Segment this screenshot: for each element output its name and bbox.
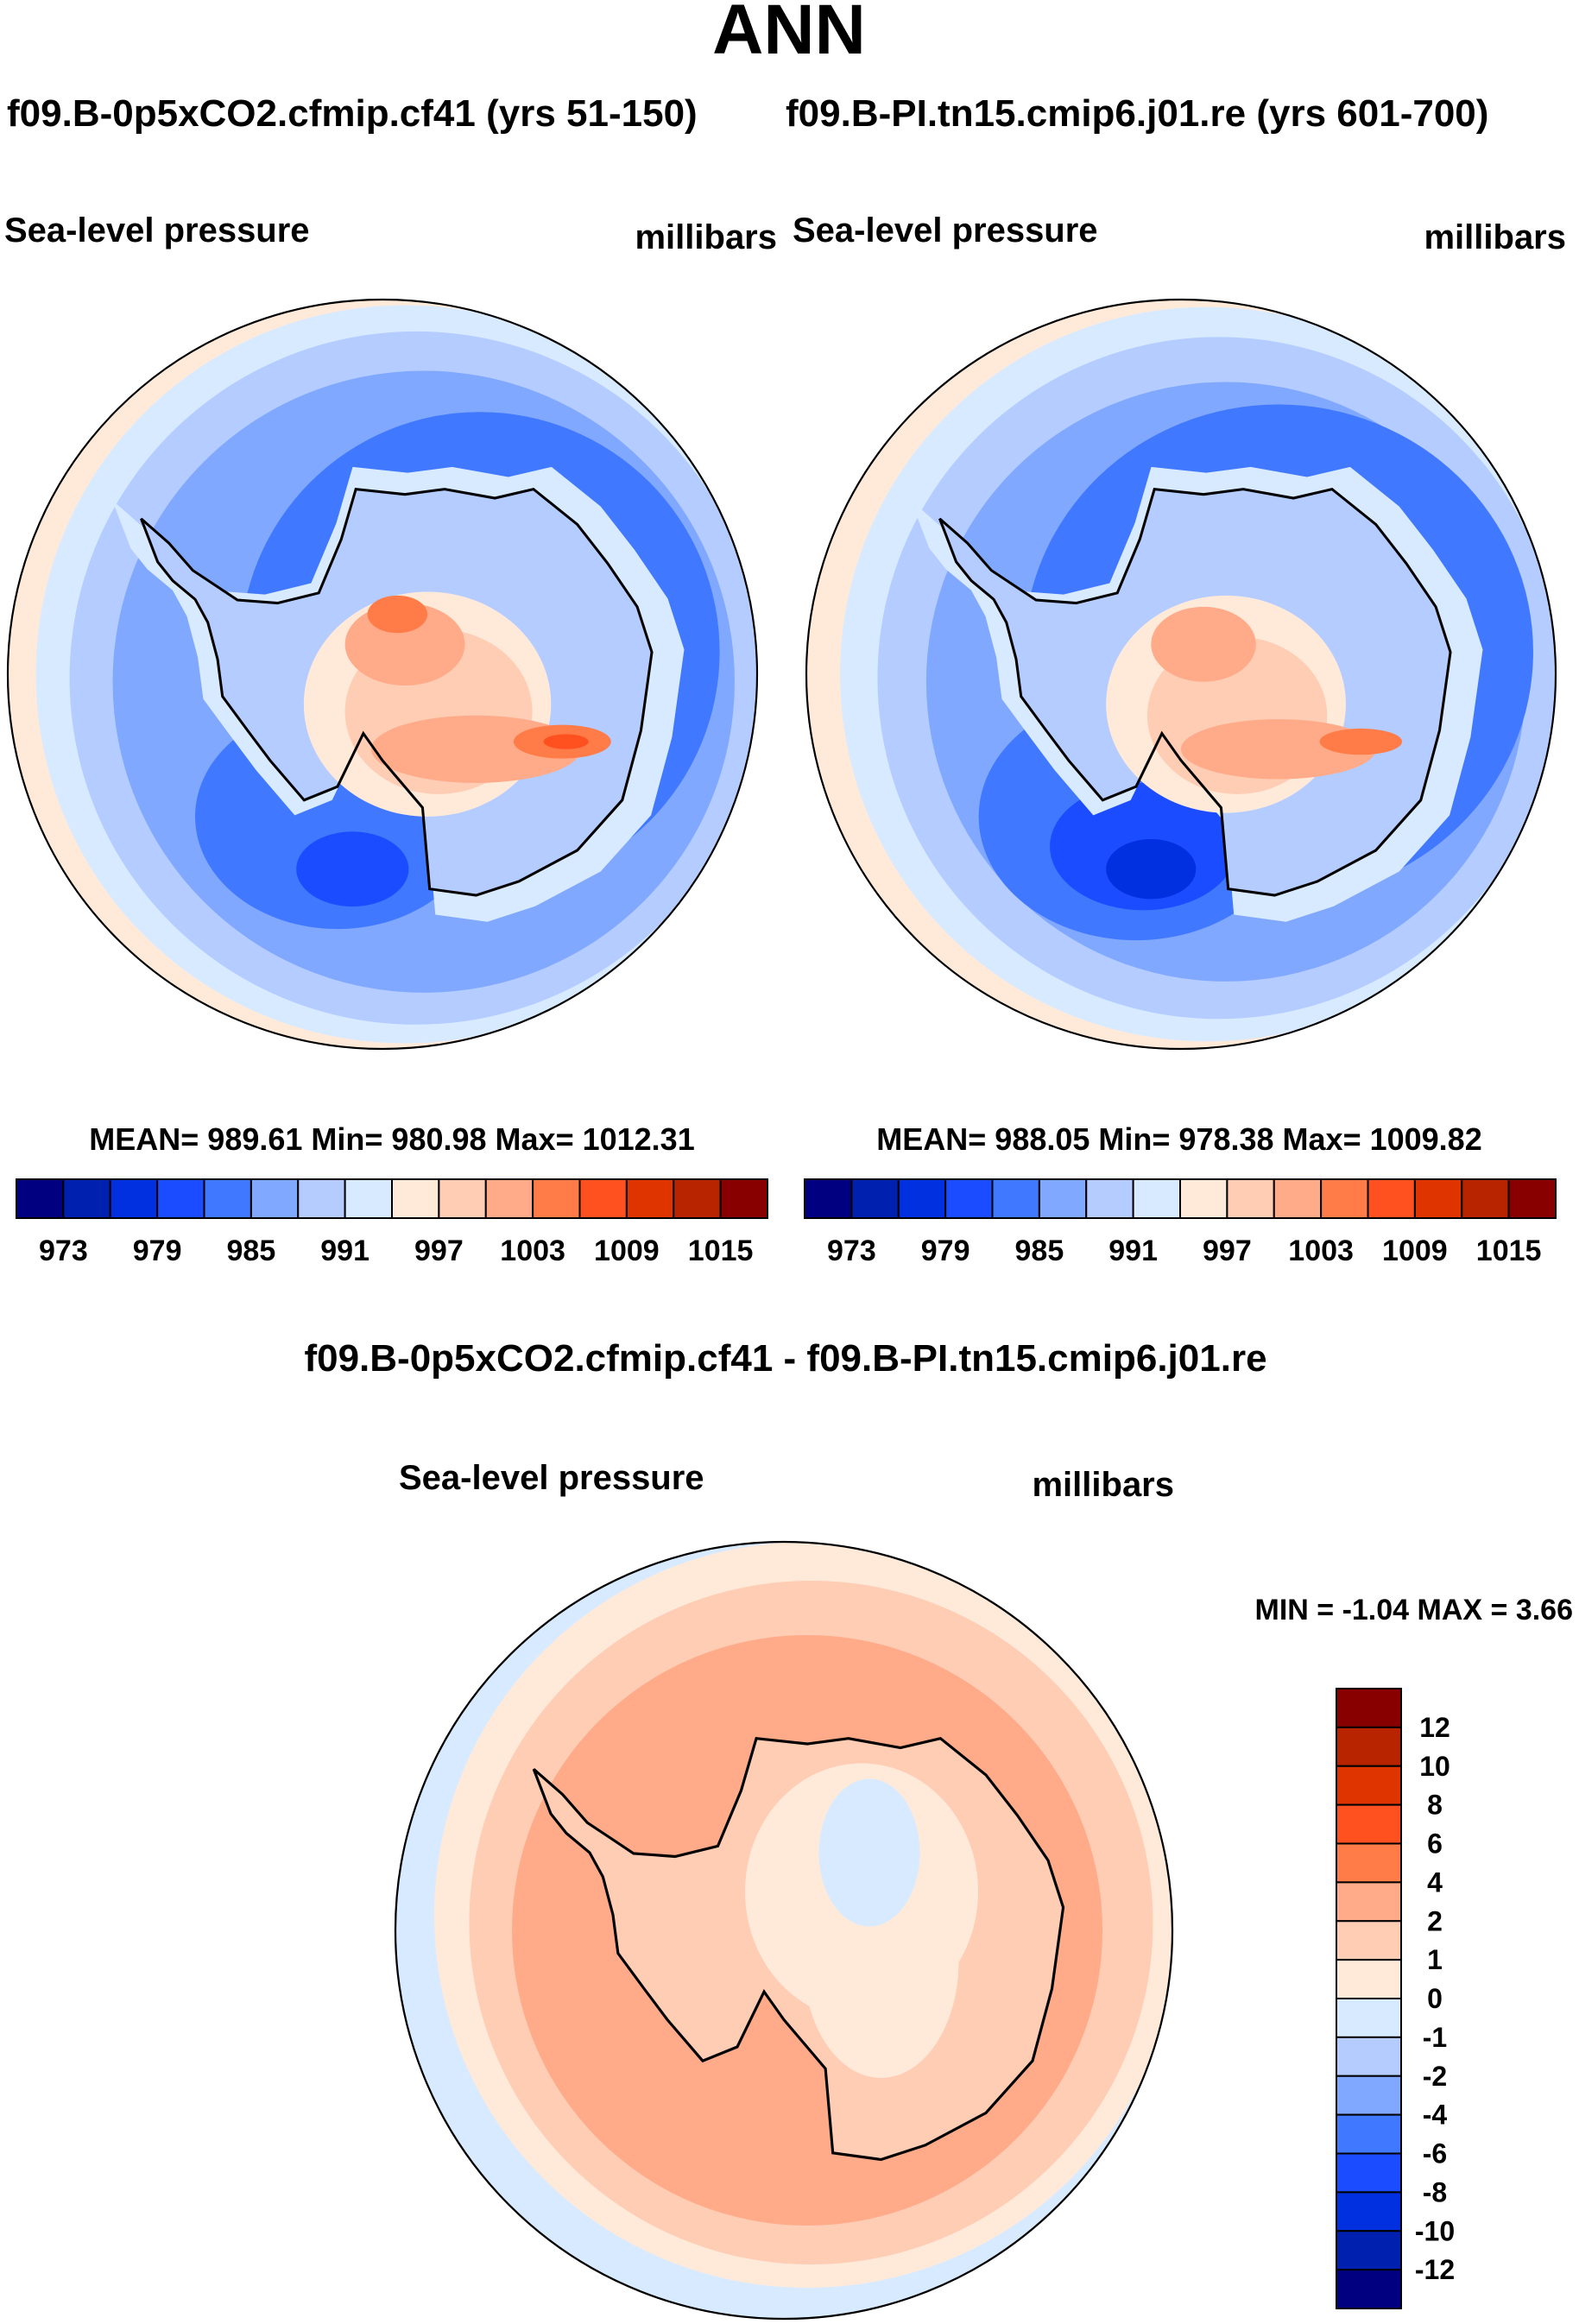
colorbar-box bbox=[391, 1178, 440, 1219]
colorbar-box bbox=[438, 1178, 487, 1219]
colorbar-box bbox=[16, 1178, 65, 1219]
colorbar-tick-label: 979 bbox=[921, 1235, 970, 1267]
colorbar-box bbox=[1367, 1178, 1416, 1219]
right-variable-label: Sea-level pressure bbox=[793, 212, 1098, 249]
colorbar-box bbox=[1336, 1842, 1402, 1884]
colorbar-box bbox=[804, 1178, 853, 1219]
colorbar-tick-label: 1009 bbox=[594, 1235, 660, 1267]
colorbar-box bbox=[532, 1178, 581, 1219]
diff-title: f09.B-0p5xCO2.cfmip.cf41 - f09.B-PI.tn15… bbox=[304, 1337, 1266, 1380]
colorbar-box bbox=[673, 1178, 722, 1219]
left-case-title: f09.B-0p5xCO2.cfmip.cf41 (yrs 51-150) bbox=[7, 92, 698, 135]
colorbar-tick-label: 1003 bbox=[500, 1235, 565, 1267]
colorbar-tick-label: 997 bbox=[1203, 1235, 1252, 1267]
colorbar-tick-label: 1015 bbox=[1476, 1235, 1542, 1267]
diff-units-label: millibars bbox=[1032, 1466, 1174, 1504]
colorbar-box bbox=[1038, 1178, 1088, 1219]
left-map bbox=[6, 298, 759, 1051]
colorbar-box bbox=[1336, 1803, 1402, 1845]
colorbar-box bbox=[1336, 2269, 1402, 2309]
colorbar-tick-label: 973 bbox=[39, 1235, 88, 1267]
colorbar-box bbox=[991, 1178, 1040, 1219]
diff-map bbox=[394, 1540, 1174, 2321]
colorbar-box bbox=[1461, 1178, 1510, 1219]
left-variable-label: Sea-level pressure bbox=[4, 212, 310, 249]
colorbar-box bbox=[1336, 1920, 1402, 1961]
colorbar-tick-label: 997 bbox=[414, 1235, 464, 1267]
colorbar-box bbox=[1336, 2036, 1402, 2077]
colorbar-tick-label: 1003 bbox=[1288, 1235, 1354, 1267]
colorbar-box bbox=[578, 1178, 628, 1219]
colorbar-tick-label: 0 bbox=[1427, 1983, 1443, 2014]
colorbar-tick-label: -1 bbox=[1423, 2022, 1447, 2053]
left-units-label: millibars bbox=[635, 218, 777, 256]
colorbar-tick-label: 985 bbox=[227, 1235, 276, 1267]
colorbar-tick-label: 1009 bbox=[1382, 1235, 1448, 1267]
colorbar-box bbox=[1336, 2075, 1402, 2116]
colorbar-box bbox=[1320, 1178, 1369, 1219]
colorbar-tick-label: 1 bbox=[1427, 1944, 1443, 1975]
colorbar-box bbox=[1336, 1998, 1402, 2038]
right-case-title: f09.B-PI.tn15.cmip6.j01.re (yrs 601-700) bbox=[786, 92, 1488, 135]
colorbar-tick-label: 979 bbox=[133, 1235, 182, 1267]
colorbar-box bbox=[1179, 1178, 1228, 1219]
right-map bbox=[805, 298, 1557, 1051]
colorbar-box bbox=[62, 1178, 111, 1219]
colorbar-tick-label: 12 bbox=[1419, 1712, 1450, 1743]
colorbar-tick-label: -2 bbox=[1423, 2061, 1447, 2092]
colorbar-tick-label: 8 bbox=[1427, 1790, 1443, 1821]
figure-title: ANN bbox=[712, 0, 866, 69]
colorbar-box bbox=[297, 1178, 346, 1219]
colorbar-box bbox=[1336, 1881, 1402, 1923]
colorbar-box bbox=[1226, 1178, 1275, 1219]
colorbar-box bbox=[1336, 2152, 1402, 2194]
left-stats: MEAN= 989.61 Min= 980.98 Max= 1012.31 bbox=[89, 1121, 694, 1157]
colorbar-tick-label: 991 bbox=[1108, 1235, 1158, 1267]
colorbar-box bbox=[850, 1178, 900, 1219]
colorbar-box bbox=[249, 1178, 300, 1219]
colorbar-box bbox=[897, 1178, 947, 1219]
right-colorbar: 973 979 985 991 997 1003 1009 1015 bbox=[804, 1178, 1557, 1267]
colorbar-box bbox=[944, 1178, 994, 1219]
colorbar-box bbox=[1336, 1959, 1402, 1999]
diff-stats: MIN = -1.04 MAX = 3.66 bbox=[1255, 1594, 1574, 1626]
colorbar-box bbox=[1413, 1178, 1463, 1219]
colorbar-box bbox=[484, 1178, 534, 1219]
colorbar-box bbox=[1336, 1688, 1402, 1728]
colorbar-box bbox=[109, 1178, 159, 1219]
colorbar-box bbox=[1132, 1178, 1181, 1219]
diff-variable-label: Sea-level pressure bbox=[399, 1459, 704, 1497]
colorbar-tick-label: 6 bbox=[1427, 1828, 1443, 1860]
colorbar-box bbox=[1336, 1726, 1402, 1767]
left-colorbar: 973 979 985 991 997 1003 1009 1015 bbox=[16, 1178, 768, 1267]
colorbar-box bbox=[1336, 2230, 1402, 2271]
colorbar-box bbox=[1085, 1178, 1134, 1219]
colorbar-box bbox=[1336, 2113, 1402, 2155]
colorbar-box bbox=[1336, 2191, 1402, 2232]
colorbar-tick-label: 985 bbox=[1015, 1235, 1064, 1267]
colorbar-tick-label: -6 bbox=[1423, 2138, 1447, 2169]
colorbar-tick-label: -12 bbox=[1415, 2254, 1455, 2285]
right-units-label: millibars bbox=[1424, 218, 1566, 256]
colorbar-box bbox=[719, 1178, 768, 1219]
colorbar-box bbox=[156, 1178, 205, 1219]
colorbar-box bbox=[344, 1178, 393, 1219]
colorbar-tick-label: 991 bbox=[320, 1235, 369, 1267]
colorbar-tick-label: 973 bbox=[827, 1235, 876, 1267]
colorbar-tick-label: -4 bbox=[1423, 2100, 1448, 2131]
colorbar-box bbox=[1336, 1765, 1402, 1806]
colorbar-tick-label: 4 bbox=[1427, 1866, 1443, 1898]
colorbar-tick-label: 10 bbox=[1419, 1751, 1450, 1782]
colorbar-box bbox=[625, 1178, 675, 1219]
colorbar-tick-label: 1015 bbox=[688, 1235, 754, 1267]
colorbar-tick-label: -8 bbox=[1423, 2176, 1447, 2207]
colorbar-box bbox=[1273, 1178, 1323, 1219]
colorbar-box bbox=[203, 1178, 252, 1219]
colorbar-box bbox=[1507, 1178, 1557, 1219]
right-stats: MEAN= 988.05 Min= 978.38 Max= 1009.82 bbox=[876, 1121, 1481, 1157]
colorbar-tick-label: -10 bbox=[1415, 2215, 1455, 2246]
colorbar-tick-label: 2 bbox=[1427, 1905, 1443, 1936]
